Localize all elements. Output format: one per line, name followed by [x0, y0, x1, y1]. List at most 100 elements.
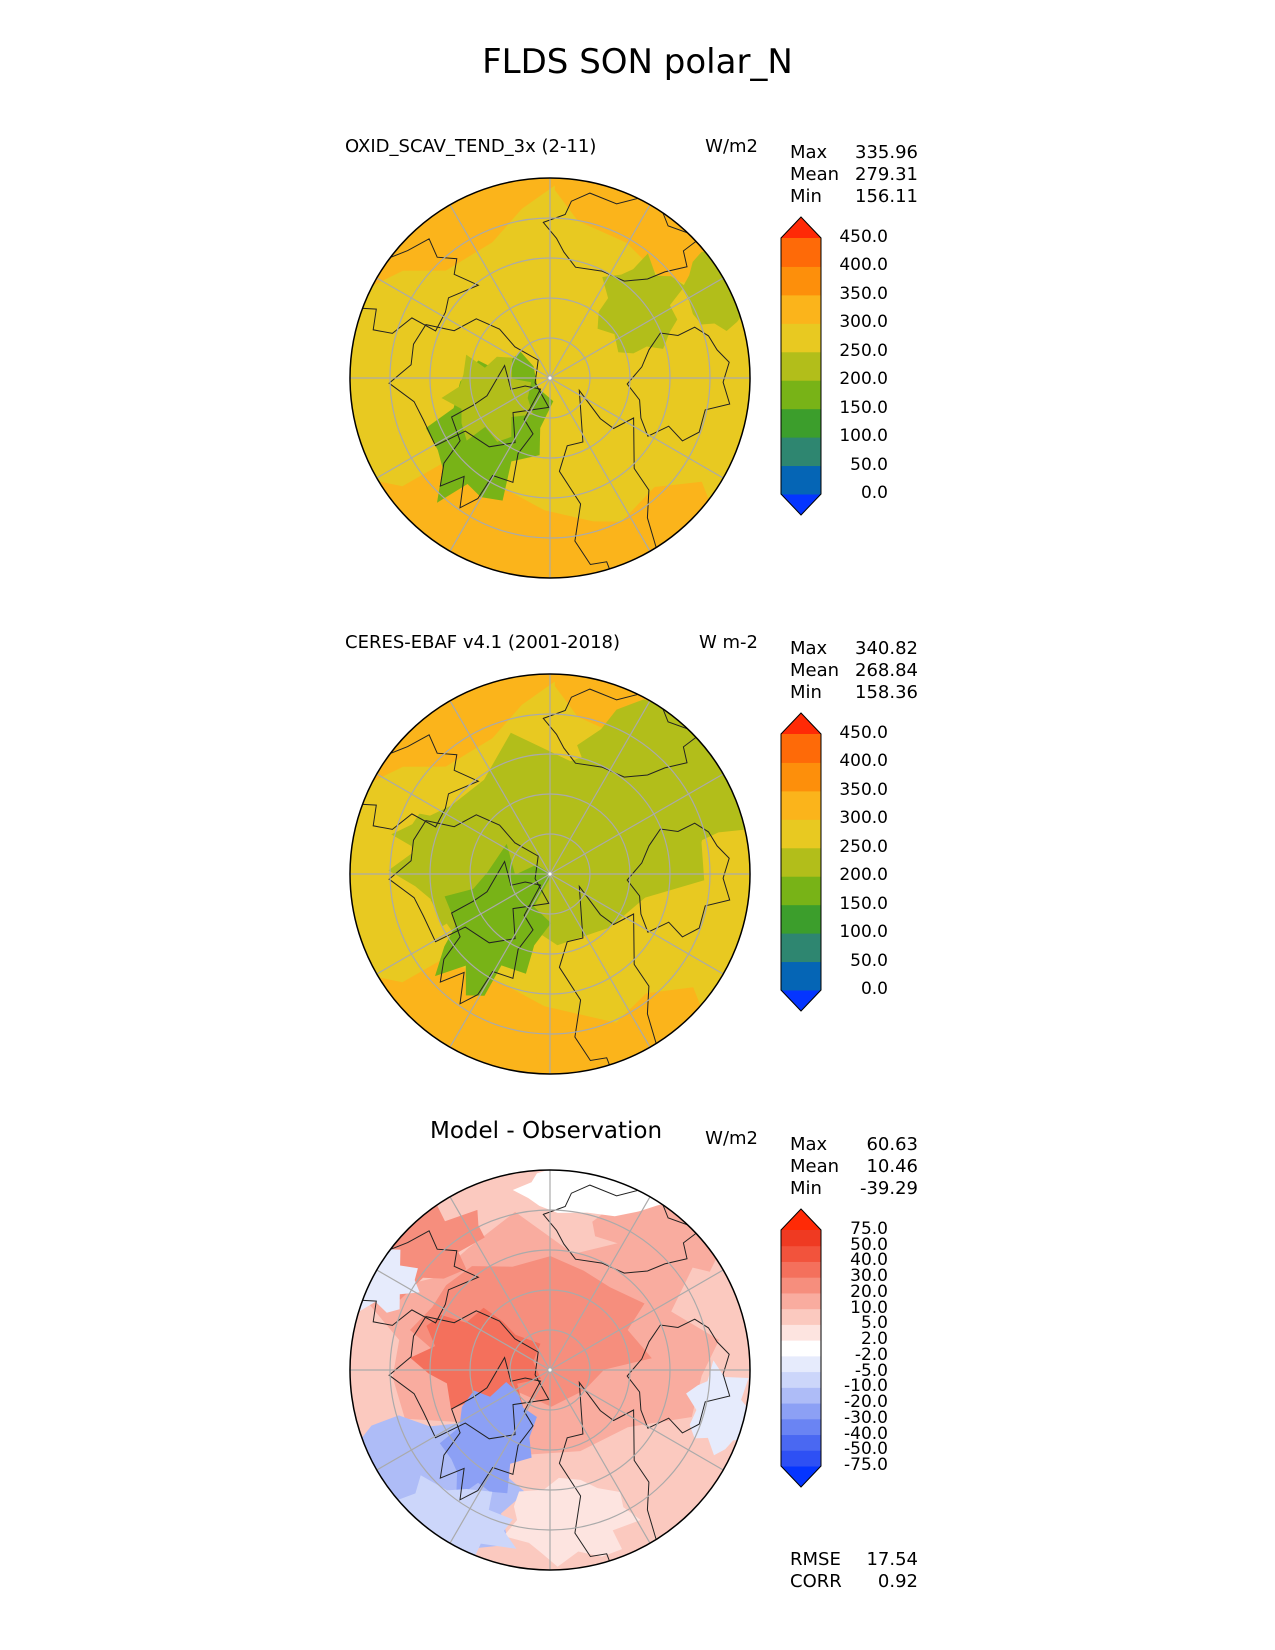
colorbar-tick-label: -2.0 — [854, 1344, 888, 1365]
coastline — [626, 326, 731, 442]
colorbar-tick-label: 400.0 — [839, 255, 888, 276]
figure-title: FLDS SON polar_N — [482, 42, 793, 82]
colorbar-tick-label: 150.0 — [839, 893, 888, 914]
coastline — [439, 860, 542, 1005]
panel-stats: Max 335.96 Mean 279.31 Min 156.11 — [790, 142, 918, 208]
stat-max-label: Max — [790, 1134, 828, 1155]
meridian-line — [549, 1369, 651, 1544]
panel-observation: CERES-EBAF v4.1 (2001-2018) W m-2 Max 340… — [0, 628, 1275, 1108]
colorbar-tick-label: -75.0 — [844, 1455, 888, 1475]
coastline — [350, 1230, 480, 1326]
colorbar-tick-label: 10.0 — [850, 1297, 888, 1318]
coastline — [388, 1310, 550, 1440]
colorbar-segment — [781, 847, 821, 877]
colorbar-tick-label: 5.0 — [860, 1313, 888, 1334]
meridian-line — [376, 1269, 551, 1371]
meridian-line — [549, 773, 724, 875]
colorbar-tick-label: 250.0 — [839, 340, 888, 361]
meridian-line — [549, 277, 724, 379]
coastline — [439, 1356, 542, 1501]
colorbar-tick-label: 450.0 — [839, 723, 888, 743]
corr-label: CORR — [790, 1571, 842, 1592]
meridian-line — [549, 873, 651, 1048]
colorbar-tick-label: 300.0 — [839, 808, 888, 829]
stat-mean-label: Mean — [790, 660, 840, 681]
colorbar-extend-min — [781, 1466, 821, 1487]
colorbar-segment — [781, 734, 821, 763]
map-boundary — [349, 177, 751, 579]
colorbar-segment — [781, 437, 821, 467]
colorbar-tick-label: 100.0 — [839, 426, 888, 447]
colorbar-tick-label: 50.0 — [850, 1234, 888, 1255]
colorbar-segment — [781, 933, 821, 963]
stat-min-value: 156.11 — [855, 186, 918, 207]
colorbar-tick-label: -10.0 — [844, 1376, 888, 1397]
colorbar-tick-label: -5.0 — [854, 1360, 888, 1381]
colorbar-tick-label: 250.0 — [839, 836, 888, 857]
colorbar-segment — [781, 238, 821, 267]
meridian-line — [549, 377, 651, 552]
colorbar-segment — [781, 961, 821, 991]
coastline — [626, 1318, 731, 1434]
colorbar-tick-label: 0.0 — [860, 483, 888, 503]
colorbar-segment — [781, 1261, 821, 1278]
stat-mean-label: Mean — [790, 1156, 840, 1177]
meridian-line — [449, 1196, 551, 1371]
colorbar-segment — [781, 1277, 821, 1294]
colorbar-tick-label: 150.0 — [839, 397, 888, 418]
colorbar-tick-label: 200.0 — [839, 865, 888, 886]
map-field-region — [686, 1360, 750, 1456]
colorbar-segment — [781, 790, 821, 820]
meridian-line — [549, 1269, 724, 1371]
panel-title: OXID_SCAV_TEND_3x (2-11) — [345, 136, 597, 157]
map-field-region — [503, 1477, 641, 1567]
stat-max-label: Max — [790, 142, 828, 163]
colorbar-segment — [781, 465, 821, 495]
polar-map — [349, 1169, 751, 1571]
colorbar-extend-min — [781, 494, 821, 515]
stat-min-label: Min — [790, 186, 822, 207]
meridian-line — [376, 1369, 551, 1471]
meridian-line — [449, 873, 551, 1048]
stat-mean-value: 268.84 — [855, 660, 918, 681]
colorbar-tick-label: 50.0 — [850, 454, 888, 475]
colorbar-tick-label: 350.0 — [839, 283, 888, 304]
colorbar-segment — [781, 1340, 821, 1357]
colorbar-segment — [781, 1371, 821, 1388]
colorbar-segment — [781, 1450, 821, 1467]
stat-min-label: Min — [790, 1178, 822, 1199]
meridian-line — [376, 377, 551, 479]
colorbar-extend-max — [781, 217, 821, 238]
meridian-line — [549, 700, 651, 875]
colorbar-outline — [780, 712, 822, 1012]
colorbar-outline — [780, 216, 822, 516]
colorbar-segment — [781, 380, 821, 410]
panel-metrics: RMSE 17.54 CORR 0.92 — [790, 1549, 918, 1593]
meridian-line — [549, 1369, 724, 1471]
colorbar-segment — [781, 819, 821, 849]
colorbar-segment — [781, 1387, 821, 1404]
colorbar-segment — [781, 1418, 821, 1436]
colorbar-tick-label: 450.0 — [839, 227, 888, 247]
panel-difference: Model - Observation W/m2 Max 60.63 Mean 10… — [0, 1118, 1275, 1604]
colorbar-segment — [781, 1308, 821, 1325]
colorbar-outline — [780, 1208, 822, 1488]
panel-units: W/m2 — [705, 1128, 758, 1149]
coastline — [388, 318, 550, 448]
stat-min-value: -39.29 — [859, 1178, 918, 1199]
rmse-value: 17.54 — [866, 1549, 918, 1570]
colorbar-tick-label: -40.0 — [844, 1423, 888, 1444]
rmse-label: RMSE — [790, 1549, 841, 1570]
colorbar-tick-label: 100.0 — [839, 922, 888, 943]
colorbar-tick-label: 0.0 — [860, 979, 888, 999]
panel-stats: Max 60.63 Mean 10.46 Min -39.29 — [790, 1134, 918, 1200]
meridian-line — [449, 204, 551, 379]
north-pole-marker — [548, 376, 552, 380]
colorbar-segment — [781, 294, 821, 324]
colorbar-segment — [781, 1355, 821, 1373]
meridian-line — [376, 277, 551, 379]
north-pole-marker — [548, 872, 552, 876]
coastline — [626, 822, 731, 938]
meridian-line — [549, 1196, 651, 1371]
colorbar-segment — [781, 762, 821, 792]
